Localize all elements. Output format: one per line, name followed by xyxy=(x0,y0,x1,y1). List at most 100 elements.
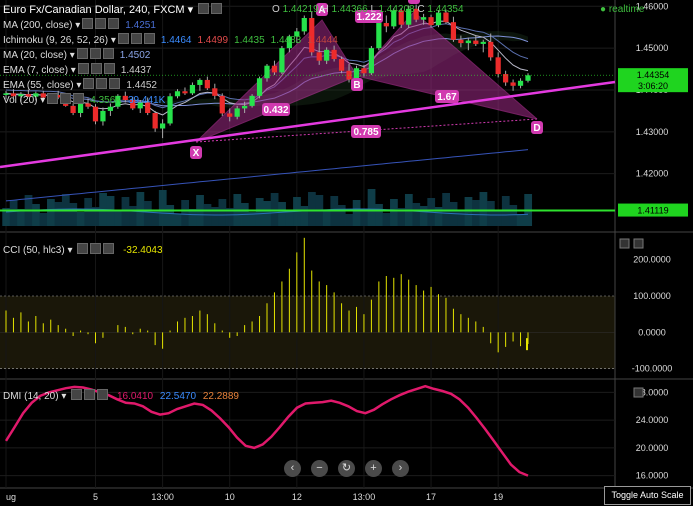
volume-bar xyxy=(345,214,354,226)
zoom-in-icon[interactable]: + xyxy=(365,460,382,477)
settings-icon[interactable] xyxy=(117,33,129,44)
settings-icon[interactable] xyxy=(77,63,89,74)
candle-body xyxy=(137,102,143,109)
candle-body xyxy=(525,75,531,81)
close-icon[interactable] xyxy=(109,78,121,89)
volume-bar xyxy=(382,213,391,226)
volume-bar xyxy=(352,200,361,226)
dmi-legend[interactable]: DMI (14, 20) ▾ 16.0410 22.5470 22.2889 xyxy=(3,389,239,402)
close-icon[interactable] xyxy=(108,18,120,29)
candle-body xyxy=(182,91,188,94)
volume-bar xyxy=(337,205,346,226)
chevron-down-icon[interactable]: ▾ xyxy=(66,50,75,61)
settings-icon[interactable] xyxy=(198,3,210,14)
settings-icon[interactable] xyxy=(77,243,89,254)
chart-header[interactable]: Euro Fx/Canadian Dollar, 240, FXCM ▾ xyxy=(3,3,223,16)
eye-icon[interactable] xyxy=(60,93,72,104)
zoom-out-icon[interactable]: − xyxy=(311,460,328,477)
cci-label: CCI (50, hlc3) xyxy=(3,245,65,256)
pattern-label-ac: 1.222 xyxy=(356,12,381,23)
candle-body xyxy=(324,49,330,61)
price-tick-label: 1.43000 xyxy=(636,127,669,137)
candle-body xyxy=(391,10,397,27)
volume-bar xyxy=(69,203,78,226)
indicator-legend-row[interactable]: EMA (55, close) ▾ 1.4452 xyxy=(3,78,157,92)
close-icon[interactable] xyxy=(73,93,85,104)
candle-body xyxy=(227,113,233,117)
close-icon[interactable] xyxy=(103,63,115,74)
eye-icon[interactable] xyxy=(130,33,142,44)
eye-icon[interactable] xyxy=(211,3,223,14)
volume-bar xyxy=(494,210,503,226)
indicator-legend-row[interactable]: Vol (20) ▾ 4.356K 39.441K xyxy=(3,93,165,107)
chevron-down-icon[interactable]: ▾ xyxy=(37,95,46,106)
close-icon[interactable] xyxy=(143,33,155,44)
candle-body xyxy=(480,41,486,44)
indicator-legend-row[interactable]: MA (20, close) ▾ 1.4502 xyxy=(3,48,150,62)
volume-bar xyxy=(114,211,122,226)
time-tick-label: 19 xyxy=(493,492,503,502)
candle-body xyxy=(338,59,345,71)
cci-panel-up-button[interactable] xyxy=(619,238,630,249)
candle-body xyxy=(458,39,464,44)
eye-icon[interactable] xyxy=(84,389,96,400)
chart-title[interactable]: Euro Fx/Canadian Dollar, 240, FXCM xyxy=(3,4,185,16)
candle-body xyxy=(443,12,449,23)
chevron-right-icon[interactable]: › xyxy=(392,460,409,477)
candle-body xyxy=(234,108,240,117)
dmi-tick-label: 20.0000 xyxy=(636,443,669,453)
candle-body xyxy=(212,88,218,96)
chevron-down-icon[interactable]: ▾ xyxy=(73,80,82,91)
chevron-left-icon[interactable]: ‹ xyxy=(284,460,301,477)
eye-icon[interactable] xyxy=(89,48,101,59)
volume-bar xyxy=(17,209,25,226)
time-tick-label: 12 xyxy=(292,492,302,502)
chevron-down-icon[interactable]: ▾ xyxy=(68,65,76,76)
cci-legend[interactable]: CCI (50, hlc3) ▾ -32.4043 xyxy=(3,243,163,256)
cci-marker xyxy=(526,338,528,351)
volume-bar xyxy=(188,209,197,226)
dmi-panel-up-button[interactable] xyxy=(633,387,644,398)
volume-bar xyxy=(397,208,406,226)
reset-icon[interactable]: ↻ xyxy=(338,460,355,477)
dmi-tick-label: 16.0000 xyxy=(636,471,669,481)
ohlc-readout: O 1.44219 H 1.44366 L 1.44208 C 1.44354 xyxy=(272,4,464,15)
candle-body xyxy=(242,105,248,109)
volume-bar xyxy=(129,206,137,226)
eye-icon[interactable] xyxy=(95,18,107,29)
cci-panel-close-button[interactable] xyxy=(633,238,644,249)
settings-icon[interactable] xyxy=(47,93,59,104)
volume-bar xyxy=(225,208,234,226)
settings-icon[interactable] xyxy=(76,48,88,59)
indicator-legend-row[interactable]: MA (200, close) ▾ 1.4251 xyxy=(3,18,156,32)
ma-200-line xyxy=(5,149,529,202)
candle-body xyxy=(92,106,99,122)
candle-body xyxy=(152,113,158,129)
volume-bar xyxy=(76,212,85,226)
settings-icon[interactable] xyxy=(71,389,83,400)
candle-body xyxy=(361,68,367,74)
candle-body xyxy=(413,8,419,20)
indicator-legend-row[interactable]: EMA (7, close) ▾ 1.4437 xyxy=(3,63,151,77)
candle-body xyxy=(189,84,196,94)
eye-icon[interactable] xyxy=(90,63,102,74)
eye-icon[interactable] xyxy=(90,243,102,254)
eye-icon[interactable] xyxy=(96,78,108,89)
trend-line xyxy=(0,80,616,169)
candle-body xyxy=(122,95,128,101)
chevron-down-icon[interactable]: ▾ xyxy=(184,4,194,16)
toggle-auto-scale-button[interactable]: Toggle Auto Scale xyxy=(604,486,691,505)
settings-icon[interactable] xyxy=(82,18,94,29)
close-icon[interactable] xyxy=(103,243,115,254)
chevron-down-icon[interactable]: ▾ xyxy=(108,35,116,46)
indicator-legend-row[interactable]: Ichimoku (9, 26, 52, 26) ▾ 1.4464 1.4499 1.… xyxy=(3,33,338,47)
volume-bar xyxy=(472,200,480,226)
candle-body xyxy=(130,100,136,109)
settings-icon[interactable] xyxy=(83,78,95,89)
close-icon[interactable] xyxy=(97,389,109,400)
pattern-xd-line xyxy=(195,118,538,143)
indicator-value: 1.4464 xyxy=(160,35,192,46)
close-icon[interactable] xyxy=(102,48,114,59)
chevron-down-icon[interactable]: ▾ xyxy=(72,20,81,31)
